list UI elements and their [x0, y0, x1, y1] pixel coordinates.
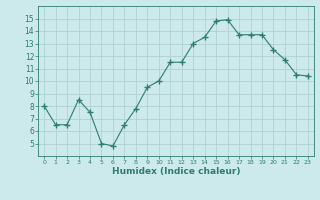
X-axis label: Humidex (Indice chaleur): Humidex (Indice chaleur) — [112, 167, 240, 176]
